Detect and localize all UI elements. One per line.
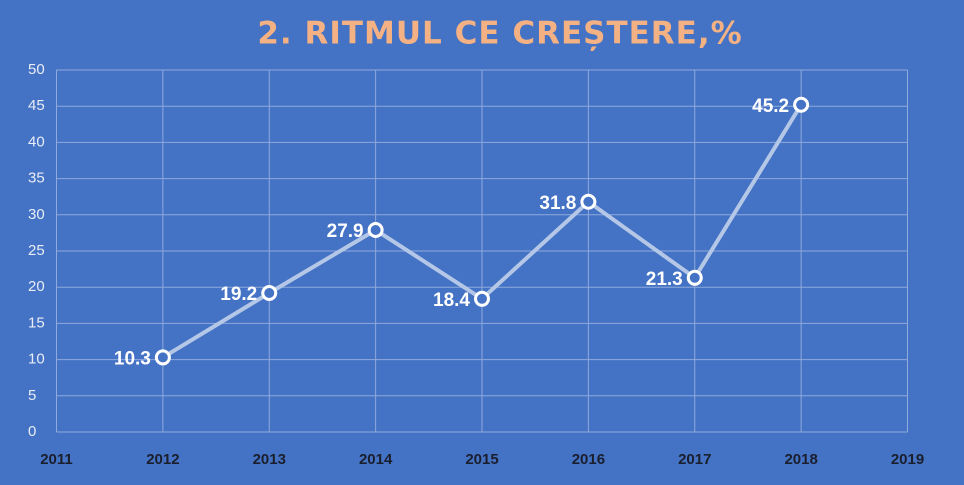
x-tick-label: 2012 bbox=[146, 451, 179, 468]
y-tick-label: 5 bbox=[28, 387, 36, 404]
data-label: 45.2 bbox=[752, 96, 789, 117]
y-tick-label: 40 bbox=[28, 133, 45, 150]
y-tick-label: 50 bbox=[28, 61, 45, 78]
y-tick-label: 15 bbox=[28, 314, 45, 331]
y-tick-label: 35 bbox=[28, 170, 45, 187]
marker bbox=[154, 349, 171, 366]
x-tick-label: 2017 bbox=[678, 451, 711, 468]
marker bbox=[367, 222, 384, 239]
marker bbox=[261, 284, 278, 301]
y-tick-label: 25 bbox=[28, 242, 45, 259]
y-tick-label: 30 bbox=[28, 206, 45, 223]
y-tick-label: 0 bbox=[28, 423, 36, 440]
data-label: 27.9 bbox=[327, 221, 364, 242]
y-tick-label: 20 bbox=[28, 278, 45, 295]
data-label: 18.4 bbox=[433, 290, 470, 311]
marker bbox=[580, 193, 597, 210]
marker bbox=[474, 290, 490, 307]
y-tick-label: 10 bbox=[28, 351, 45, 368]
marker bbox=[686, 269, 703, 286]
x-tick-label: 2016 bbox=[572, 451, 605, 468]
marker bbox=[793, 96, 810, 113]
data-label: 31.8 bbox=[539, 193, 576, 214]
x-tick-label: 2015 bbox=[465, 451, 498, 468]
chart-title: 2. RITMUL CE CREȘTERE,% bbox=[257, 16, 742, 52]
data-label: 19.2 bbox=[220, 284, 257, 305]
x-tick-label: 2011 bbox=[40, 451, 73, 468]
x-tick-label: 2019 bbox=[891, 451, 924, 468]
x-tick-label: 2014 bbox=[359, 451, 393, 468]
x-tick-label: 2013 bbox=[253, 451, 286, 468]
x-tick-label: 2018 bbox=[784, 451, 817, 468]
y-tick-label: 45 bbox=[28, 97, 45, 114]
data-label: 21.3 bbox=[646, 269, 683, 290]
data-label: 10.3 bbox=[114, 348, 151, 369]
